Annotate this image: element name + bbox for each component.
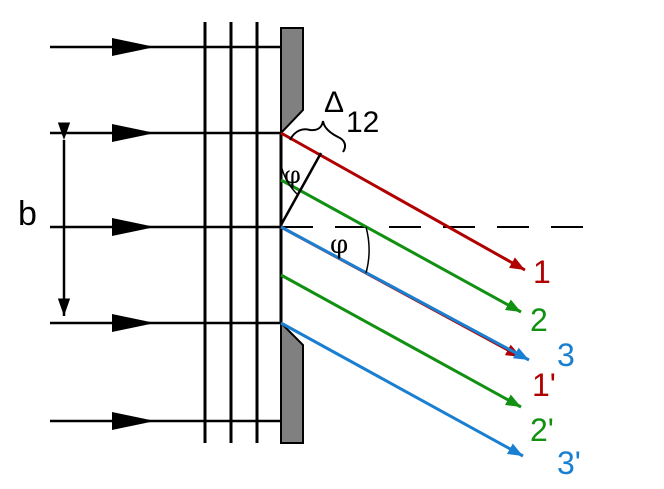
angle-arc-mid — [365, 226, 370, 274]
arrowhead-5 — [112, 412, 155, 430]
ray-3 — [280, 225, 530, 362]
arrowhead-1 — [112, 38, 155, 56]
ray-1-prime-label: 1' — [532, 367, 556, 403]
ray-3-prime-label: 3' — [557, 445, 581, 481]
phi-label-top: φ — [284, 161, 301, 189]
path-difference-perpendicular — [279, 152, 323, 226]
screen-upper — [280, 27, 304, 136]
path-difference-brace — [289, 120, 347, 153]
ray-3-label: 3 — [557, 337, 575, 373]
ray-2-prime — [280, 273, 522, 409]
incident-arrowheads — [112, 38, 155, 430]
diffracted-rays — [280, 131, 530, 458]
incident-rays — [50, 45, 280, 423]
angle-arc-top — [280, 164, 299, 196]
arrowhead-3 — [112, 218, 155, 236]
ray-2-label: 2 — [530, 302, 548, 338]
wavefronts — [203, 22, 259, 443]
ray-1-label: 1 — [533, 254, 551, 290]
delta-symbol: Δ — [324, 86, 344, 119]
arrowhead-2 — [112, 124, 155, 142]
ray-3-prime — [280, 321, 524, 458]
arrowhead-4 — [112, 314, 155, 332]
delta-subscript: 12 — [346, 106, 379, 139]
ray-2 — [280, 178, 522, 314]
phi-label-mid: φ — [330, 230, 348, 260]
ray-1 — [280, 131, 526, 272]
slit-width-label: b — [18, 195, 37, 233]
ray-2-prime-label: 2' — [530, 412, 554, 448]
slit-screen — [280, 27, 304, 444]
screen-lower — [280, 320, 304, 444]
